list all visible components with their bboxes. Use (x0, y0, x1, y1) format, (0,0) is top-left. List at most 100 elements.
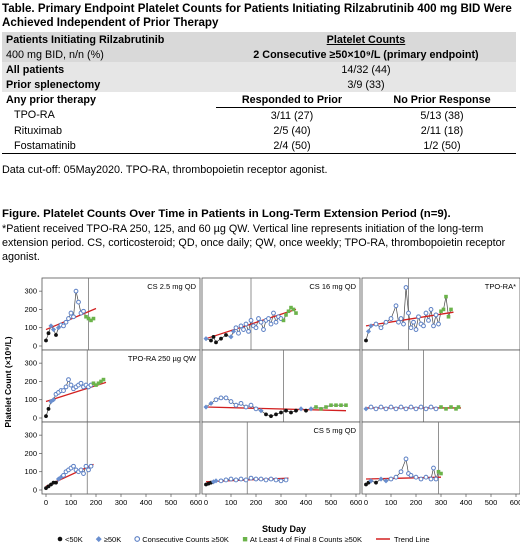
marker-below-50k (284, 408, 288, 413)
marker-consecutive (238, 323, 244, 329)
table-header-row-1: Patients Initiating Rilzabrutinib Platel… (2, 32, 516, 47)
marker-consecutive (61, 323, 66, 329)
marker-consecutive (413, 406, 419, 412)
marker-final-8 (101, 377, 106, 382)
marker-final-8 (284, 313, 288, 317)
marker-below-50k (54, 480, 58, 485)
x-tick-label: 600 (350, 498, 363, 507)
marker-consecutive (398, 469, 404, 475)
marker-below-50k (46, 406, 51, 411)
panel-label: TPO-RA 250 µg QW (128, 354, 197, 363)
panel (361, 349, 520, 423)
marker-consecutive (81, 308, 86, 314)
marker-consecutive (378, 404, 384, 410)
marker-consecutive (253, 476, 259, 482)
trend-line (45, 307, 97, 331)
marker-consecutive (403, 456, 409, 462)
marker-consecutive (266, 316, 271, 321)
marker-consecutive (273, 477, 279, 483)
marker-below-50k (274, 412, 278, 417)
marker-below-50k (54, 333, 58, 337)
x-tick-label: 600 (510, 498, 520, 507)
table-row: Fostamatinib 2/4 (50) 1/2 (50) (2, 138, 516, 154)
marker-consecutive (253, 406, 259, 412)
marker-consecutive (383, 406, 389, 412)
legend-label: At Least 4 of Final 8 Counts ≥50K (250, 535, 362, 544)
marker-consecutive (413, 327, 419, 332)
marker-consecutive (388, 316, 394, 321)
marker-below-50k (44, 338, 48, 343)
marker-consecutive (423, 310, 429, 316)
marker-consecutive (433, 406, 439, 412)
x-tick-label: 400 (300, 498, 313, 507)
marker-consecutive (233, 325, 239, 331)
row-value: 3/9 (33) (215, 77, 516, 92)
marker-below-50k (224, 333, 228, 337)
marker-final-8 (339, 403, 343, 407)
therapy-responded: 2/5 (40) (215, 123, 369, 138)
marker-final-8 (99, 379, 103, 384)
header-left-2: 400 mg BID, n/n (%) (2, 47, 216, 62)
x-tick-label: 200 (410, 498, 423, 507)
marker-consecutive (393, 474, 399, 480)
marker-50k-plus (208, 400, 214, 406)
trend-line (365, 311, 454, 327)
marker-below-50k (219, 336, 223, 341)
marker-below-50k (304, 408, 308, 413)
x-tick-label: 400 (140, 498, 153, 507)
marker-consecutive (431, 465, 436, 471)
marker-consecutive (403, 285, 409, 290)
marker-final-8 (439, 405, 443, 409)
header-left-1: Patients Initiating Rilzabrutinib (2, 32, 216, 47)
x-tick-label: 200 (90, 498, 103, 507)
marker-final-8 (446, 314, 451, 319)
marker-consecutive (418, 476, 424, 482)
therapy-responded: 2/4 (50) (215, 138, 369, 154)
table-title-line-1: Table. Primary Endpoint Platelet Counts … (2, 2, 512, 15)
panel-label: CS 2.5 mg QD (147, 282, 196, 291)
header-right-1: Platelet Counts (215, 32, 516, 47)
marker-consecutive (241, 327, 246, 332)
legend: <50K ≥50K Consecutive Counts ≥50K At Least … (57, 535, 430, 544)
legend-label: Trend Line (394, 535, 430, 544)
panel: CS 16 mg QD (201, 277, 361, 351)
marker-final-8 (329, 403, 333, 407)
marker-final-8 (439, 471, 443, 476)
marker-consecutive (258, 319, 264, 325)
x-tick-label: 500 (485, 498, 498, 507)
therapy-no-response: 5/13 (38) (368, 107, 516, 123)
marker-50k-plus (378, 476, 384, 482)
therapy-name: Rituximab (2, 123, 216, 138)
marker-final-8 (449, 405, 453, 409)
marker-below-50k (364, 338, 368, 343)
marker-final-8 (286, 309, 291, 314)
panel-frame (41, 421, 201, 495)
legend-swatch (95, 536, 102, 543)
y-tick-label: 200 (24, 449, 37, 458)
marker-final-8 (91, 316, 96, 321)
marker-consecutive (71, 463, 76, 469)
marker-consecutive (83, 463, 89, 469)
marker-consecutive (378, 325, 384, 331)
marker-consecutive (431, 323, 436, 329)
marker-consecutive (63, 319, 69, 325)
legend-label: ≥50K (104, 535, 121, 544)
marker-final-8 (291, 307, 296, 312)
platelet-figure: Platelet Count (×10⁹/L) Study Day CS 2.5… (3, 277, 520, 544)
marker-consecutive (416, 314, 421, 320)
marker-consecutive (261, 327, 266, 332)
marker-consecutive (268, 321, 274, 327)
therapy-responded: 3/11 (27) (215, 107, 369, 123)
marker-final-8 (281, 318, 286, 323)
marker-consecutive (408, 325, 414, 331)
therapy-no-response: 1/2 (50) (368, 138, 516, 154)
marker-final-8 (86, 316, 91, 321)
marker-consecutive (248, 475, 254, 481)
marker-consecutive (423, 406, 429, 412)
marker-consecutive (223, 395, 229, 401)
marker-consecutive (63, 384, 69, 390)
marker-consecutive (78, 380, 84, 386)
marker-consecutive (233, 402, 239, 408)
header-right-2: 2 Consecutive ≥50×10⁹/L (primary endpoin… (215, 47, 516, 62)
x-tick-label: 300 (435, 498, 448, 507)
